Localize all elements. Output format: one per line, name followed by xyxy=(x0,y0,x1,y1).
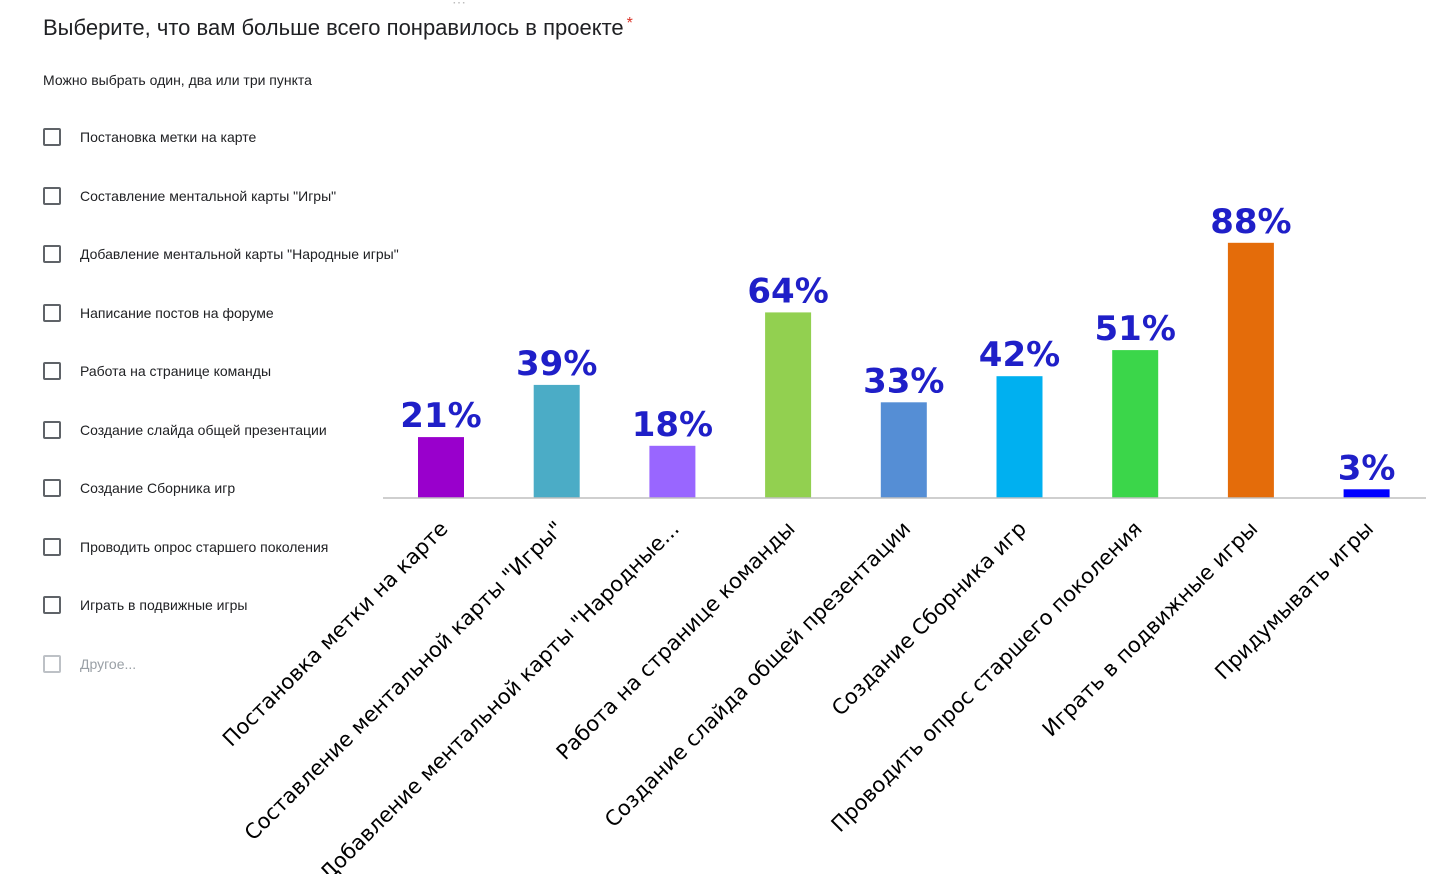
option-item[interactable]: Постановка метки на карте xyxy=(43,125,399,184)
option-label: Создание Сборника игр xyxy=(80,480,236,496)
data-label: 64% xyxy=(747,271,828,311)
data-label: 88% xyxy=(1210,202,1291,242)
data-label: 42% xyxy=(979,335,1060,375)
option-item[interactable]: Написание постов на форуме xyxy=(43,301,399,360)
checkbox[interactable] xyxy=(43,303,61,322)
data-label: 51% xyxy=(1095,309,1176,349)
bar xyxy=(765,312,812,498)
category-label: Играть в подвижные игры xyxy=(1038,517,1263,742)
category-label: Создание слайда общей презентации xyxy=(600,517,915,832)
option-label: Работа на странице команды xyxy=(80,363,272,379)
option-label: Постановка метки на карте xyxy=(80,129,257,145)
data-label: 39% xyxy=(516,344,597,384)
data-label: 18% xyxy=(632,405,713,445)
checkbox[interactable] xyxy=(43,654,61,673)
bar xyxy=(1227,242,1274,498)
bar xyxy=(533,384,580,498)
data-label: 21% xyxy=(400,396,481,436)
option-item[interactable]: Создание Сборника игр xyxy=(43,476,399,535)
bar xyxy=(996,376,1043,498)
checkbox[interactable] xyxy=(43,537,61,556)
checkbox[interactable] xyxy=(43,245,61,263)
option-label: Добавление ментальной карты "Народные иг… xyxy=(80,246,399,262)
checkbox[interactable] xyxy=(43,362,61,380)
bar xyxy=(649,445,696,498)
checkbox[interactable] xyxy=(43,420,61,439)
checkbox[interactable] xyxy=(43,186,61,205)
question-title: Выберите, что вам больше всего понравило… xyxy=(43,15,633,41)
category-label: Придумывать игры xyxy=(1210,517,1378,685)
bar xyxy=(1112,350,1159,498)
option-label: Играть в подвижные игры xyxy=(80,597,248,613)
category-label: Работа на странице команды xyxy=(552,517,800,765)
option-label: Проводить опрос старшего поколения xyxy=(80,538,329,555)
checkbox[interactable] xyxy=(43,479,61,497)
option-other[interactable]: Другое... xyxy=(43,652,399,711)
required-mark: * xyxy=(626,15,633,32)
option-item[interactable]: Создание слайда общей презентации xyxy=(43,418,399,477)
option-label: Составление ментальной карты "Игры" xyxy=(80,187,337,204)
option-item[interactable]: Проводить опрос старшего поколения xyxy=(43,535,399,594)
checkbox[interactable] xyxy=(43,596,61,614)
data-label: 3% xyxy=(1338,448,1396,488)
question-title-text: Выберите, что вам больше всего понравило… xyxy=(43,15,624,40)
option-item[interactable]: Составление ментальной карты "Игры" xyxy=(43,184,399,243)
option-item[interactable]: Играть в подвижные игры xyxy=(43,593,399,652)
options-list: Постановка метки на карте Составление ме… xyxy=(43,125,399,710)
option-label: Создание слайда общей презентации xyxy=(80,421,327,438)
drag-handle-icon[interactable]: ⋯ xyxy=(452,0,467,10)
data-label: 33% xyxy=(863,361,944,401)
checkbox[interactable] xyxy=(43,128,61,146)
option-item[interactable]: Добавление ментальной карты "Народные иг… xyxy=(43,242,399,301)
category-label: Проводить опрос старшего поколения xyxy=(827,517,1147,837)
category-label: Создание Сборника игр xyxy=(827,517,1031,721)
bar xyxy=(418,437,464,498)
option-label: Написание постов на форуме xyxy=(80,304,274,321)
helper-text: Можно выбрать один, два или три пункта xyxy=(43,72,312,88)
bar xyxy=(1343,489,1390,498)
option-item[interactable]: Работа на странице команды xyxy=(43,359,399,418)
bar xyxy=(880,402,927,498)
option-other-label: Другое... xyxy=(80,655,137,672)
